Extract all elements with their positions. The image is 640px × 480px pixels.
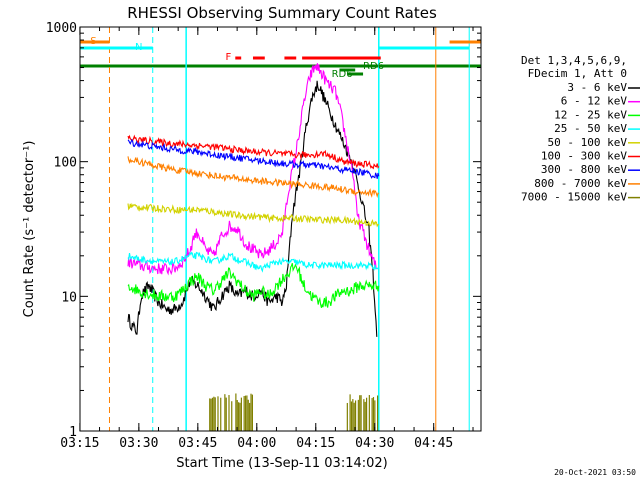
plot-frame	[79, 26, 482, 432]
legend-header-line-2: FDecim 1, Att 0	[528, 67, 627, 80]
series-line-7	[127, 156, 379, 199]
legend-entry: 25 - 50 keV	[554, 122, 627, 135]
y-axis: 1 10 100 1000	[46, 21, 481, 440]
y-axis-label: Count Rate (s⁻¹ detector⁻¹)	[22, 141, 37, 318]
series-line-4	[127, 202, 379, 228]
legend-entry: 12 - 25 keV	[554, 108, 627, 121]
flag-label-3: RD6	[332, 69, 353, 80]
legend-entry: 100 - 300 keV	[541, 150, 627, 163]
y-tick-label: 10	[61, 290, 77, 305]
legend-entry: 300 - 800 keV	[541, 163, 627, 176]
x-tick-label: 04:15	[296, 436, 335, 451]
x-tick-label: 03:45	[178, 436, 217, 451]
x-axis: 03:15 03:30 03:45 04:00 04:15 04:30 04:45	[60, 27, 474, 451]
series-line-5	[127, 134, 380, 170]
flag-label-4: RD6	[363, 61, 384, 72]
y-tick-label: 100	[54, 156, 77, 171]
series-line-2	[127, 263, 380, 308]
series-7000-15000-spikes	[209, 393, 379, 431]
legend-entry: 800 - 7000 keV	[534, 177, 627, 190]
x-tick-label: 04:30	[355, 436, 394, 451]
flag-label-0: S	[90, 36, 96, 47]
legend-entry: 6 - 12 keV	[561, 95, 628, 108]
y-tick-label: 1000	[46, 21, 77, 36]
timestamp: 20-Oct-2021 03:50	[554, 468, 636, 477]
chart-title: RHESSI Observing Summary Count Rates	[127, 4, 437, 22]
flag-label-2: F	[225, 52, 231, 63]
legend-entry: 7000 - 15000 keV	[521, 191, 627, 204]
x-axis-label: Start Time (13-Sep-11 03:14:02)	[176, 456, 387, 471]
x-tick-label: 04:45	[414, 436, 453, 451]
x-tick-label: 03:15	[60, 436, 99, 451]
x-tick-label: 04:00	[237, 436, 276, 451]
series-line-3	[127, 251, 379, 273]
x-tick-label: 03:30	[119, 436, 158, 451]
plot-layer: S N F RD6 RD6	[80, 27, 481, 431]
legend: Det 1,3,4,5,6,9, FDecim 1, Att 0 3 - 6 k…	[521, 54, 640, 204]
legend-entry: 3 - 6 keV	[567, 81, 627, 94]
legend-entry: 50 - 100 keV	[548, 136, 628, 149]
flag-label-1: N	[135, 42, 142, 53]
legend-header-line-1: Det 1,3,4,5,6,9,	[521, 54, 627, 67]
series-line-6	[127, 138, 380, 179]
y-tick-label: 1	[69, 425, 77, 440]
series-line-1	[127, 63, 377, 276]
